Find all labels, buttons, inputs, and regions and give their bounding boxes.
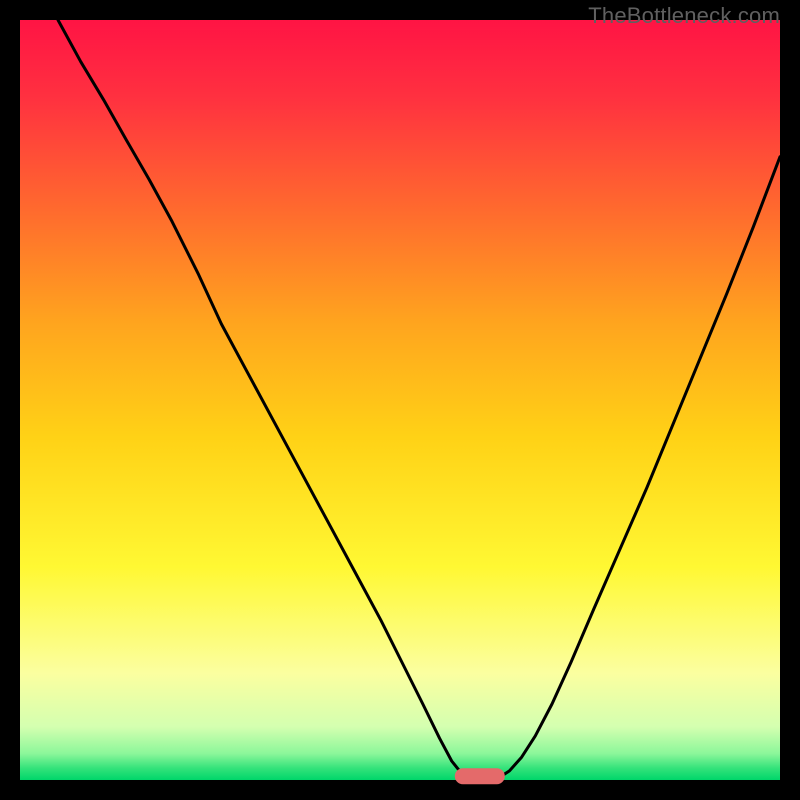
- chart-stage: TheBottleneck.com: [0, 0, 800, 800]
- bottleneck-chart: [0, 0, 800, 800]
- plot-background: [20, 20, 780, 780]
- optimal-marker: [455, 768, 505, 784]
